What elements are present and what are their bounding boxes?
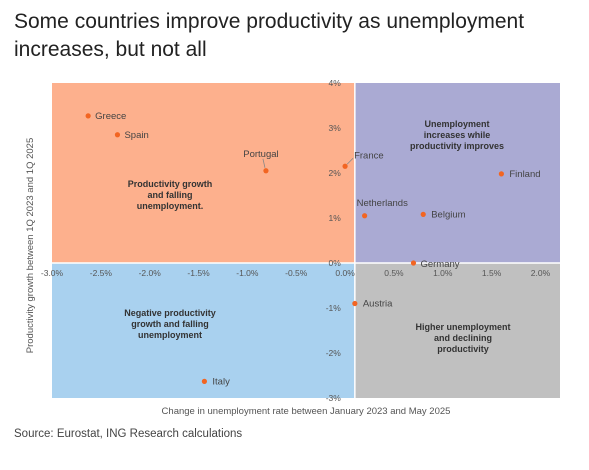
quadrant-backgrounds	[52, 83, 560, 398]
quadrant-label-line: Higher unemployment	[415, 322, 510, 332]
quadrant-label-line: and falling	[148, 190, 193, 200]
quadrant-label-line: productivity	[437, 344, 489, 354]
data-point-netherlands	[362, 213, 368, 219]
point-label-france: France	[354, 150, 384, 161]
data-point-greece	[85, 113, 91, 119]
quadrant-label-line: Unemployment	[424, 119, 489, 129]
quadrant-label-line: increases while	[424, 130, 491, 140]
y-axis-ticks: -3% -2% -1% 0% 1% 2% 3% 4%	[326, 78, 342, 403]
point-label-finland: Finland	[509, 169, 540, 180]
data-point-italy	[201, 378, 207, 384]
x-tick-label: 0.5%	[384, 268, 404, 278]
quadrant-label-line: Negative productivity	[124, 308, 216, 318]
x-tick-label: -1.0%	[236, 268, 259, 278]
x-tick-label: 0.0%	[335, 268, 355, 278]
x-tick-label: -3.0%	[41, 268, 64, 278]
chart-title: Some countries improve productivity as u…	[14, 10, 525, 61]
leader-line-portugal	[262, 158, 266, 168]
quadrant-labels: Productivity growth and falling unemployme…	[124, 119, 510, 354]
point-label-belgium: Belgium	[431, 209, 465, 220]
data-points: Greece Spain Portugal France Finland Netherla…	[85, 111, 541, 387]
point-label-portugal: Portugal	[243, 149, 278, 160]
data-point-belgium	[420, 211, 426, 217]
quadrant-top-left	[52, 83, 355, 263]
y-tick-label: -3%	[326, 393, 342, 403]
point-label-greece: Greece	[95, 111, 126, 122]
data-point-austria	[352, 300, 358, 307]
x-tick-label: 2.0%	[531, 268, 551, 278]
x-axis-label: Change in unemployment rate between Janu…	[162, 406, 451, 417]
quadrant-label-top-right: Unemployment increases while productivity …	[410, 119, 504, 151]
quadrant-label-bottom-right: Higher unemployment and declining producti…	[415, 322, 510, 354]
data-point-germany	[410, 260, 417, 266]
leader-line-france	[346, 157, 354, 165]
quadrant-label-line: unemployment	[138, 330, 202, 340]
y-tick-label: 4%	[329, 78, 342, 88]
y-tick-label: 0%	[329, 258, 342, 268]
y-tick-label: 2%	[329, 168, 342, 178]
x-tick-label: 1.0%	[433, 268, 453, 278]
data-point-finland	[498, 171, 504, 177]
point-label-germany: Germany	[420, 259, 459, 270]
data-point-france	[342, 163, 348, 169]
data-point-portugal	[263, 168, 269, 174]
point-label-netherlands: Netherlands	[357, 198, 408, 209]
point-label-austria: Austria	[363, 299, 393, 310]
quadrant-label-line: productivity improves	[410, 141, 504, 151]
quadrant-label-line: unemployment.	[137, 201, 204, 211]
data-point-spain	[114, 132, 121, 138]
quadrant-bottom-right	[354, 263, 560, 398]
quadrant-label-line: growth and falling	[131, 319, 209, 329]
x-axis-ticks: -3.0% -2.5% -2.0% -1.5% -1.0% -0.5% 0.0% 0.5% 1.…	[41, 268, 551, 278]
y-tick-label: 1%	[329, 213, 342, 223]
quadrant-top-right	[354, 83, 560, 263]
quadrant-label-bottom-left: Negative productivity growth and falling u…	[124, 308, 216, 340]
x-tick-label: -2.5%	[90, 268, 113, 278]
point-label-spain: Spain	[124, 130, 148, 141]
x-tick-label: -2.0%	[139, 268, 162, 278]
quadrant-label-line: Productivity growth	[128, 179, 213, 189]
x-tick-label: -0.5%	[285, 268, 308, 278]
point-label-italy: Italy	[212, 376, 230, 387]
source-note: Source: Eurostat, ING Research calculati…	[14, 428, 243, 440]
x-tick-label: 1.5%	[482, 268, 502, 278]
y-axis-label: Productivity growth between 1Q 2023 and …	[25, 138, 36, 353]
y-tick-label: -2%	[326, 348, 342, 358]
quadrant-bottom-left	[52, 263, 355, 398]
quadrant-label-top-left: Productivity growth and falling unemployme…	[128, 179, 213, 211]
y-tick-label: -1%	[326, 303, 342, 313]
x-tick-label: -1.5%	[187, 268, 210, 278]
quadrant-label-line: and declining	[434, 333, 492, 343]
y-tick-label: 3%	[329, 123, 342, 133]
